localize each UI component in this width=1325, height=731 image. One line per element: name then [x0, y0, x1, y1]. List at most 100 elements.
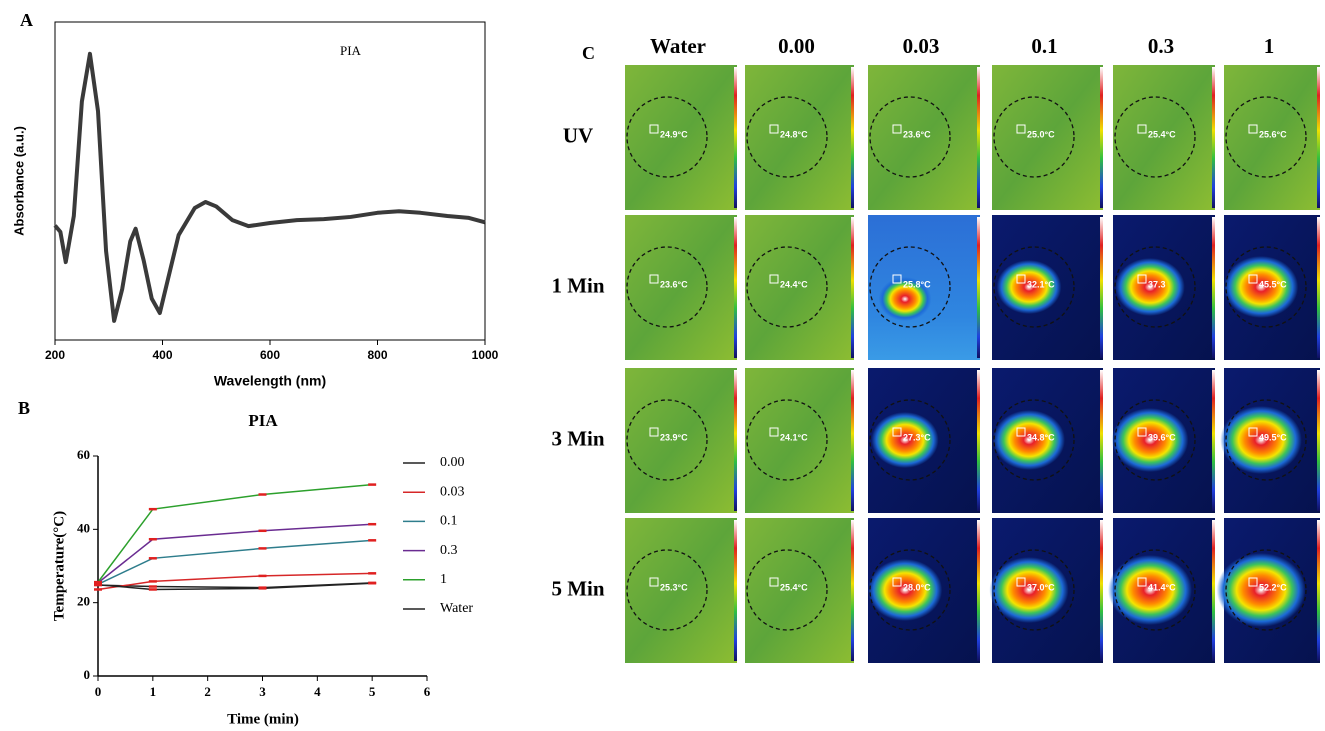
color-scale [977, 67, 980, 208]
row-header: 1 Min [551, 273, 604, 297]
color-scale [851, 370, 854, 511]
thermal-image: 37.3 [1113, 215, 1215, 360]
temperature-reading: 25.3°C [660, 582, 688, 592]
thermal-grid: Water 0.00 0.03 0.1 0.3 1 UV 1 Min 3 Min 5 Min 24.… [551, 34, 1320, 663]
crosshair [649, 274, 659, 284]
temperature-reading: 25.8°C [903, 279, 931, 289]
thermal-image: 23.6°C [868, 65, 980, 210]
measure-circle [626, 549, 708, 631]
color-scale [851, 67, 854, 208]
temperature-reading: 23.6°C [903, 129, 931, 139]
image-background [625, 518, 737, 663]
crosshair [1248, 274, 1258, 284]
x-tick-label: 400 [152, 348, 172, 362]
measure-circle [626, 399, 708, 481]
column-header: Water [650, 34, 706, 58]
hot-spot [1115, 258, 1185, 316]
x-tick-label: 1 [150, 684, 157, 699]
thermal-image: 32.1°C [992, 215, 1103, 360]
legend-label: Water [440, 601, 473, 616]
measure-circle [993, 246, 1075, 328]
thermal-image: 39.6°C [1111, 368, 1215, 513]
color-scale [1212, 520, 1215, 661]
hot-spot [993, 410, 1065, 470]
x-tick-label: 0 [95, 684, 102, 699]
crosshair [892, 577, 902, 587]
temperature-reading: 25.4°C [1148, 129, 1176, 139]
crosshair [769, 274, 779, 284]
measure-circle [746, 96, 828, 178]
panel-label: B [18, 398, 30, 418]
thermal-image: 25.8°C [868, 215, 980, 360]
hot-spot [1108, 555, 1192, 625]
measure-circle [626, 246, 708, 328]
image-background [625, 368, 737, 513]
temperature-reading: 45.5°C [1259, 279, 1287, 289]
color-scale [977, 520, 980, 661]
legend-label: 0.1 [440, 514, 458, 529]
thermal-image: 24.8°C [745, 65, 854, 210]
measure-circle [993, 399, 1075, 481]
thermal-image: 45.5°C [1223, 215, 1320, 360]
temperature-reading: 25.6°C [1259, 129, 1287, 139]
color-scale [1100, 217, 1103, 358]
legend-box [230, 32, 470, 77]
series-line [97, 582, 373, 591]
thermal-image: 25.4°C [1113, 65, 1215, 210]
crosshair [649, 124, 659, 134]
color-scale [734, 370, 737, 511]
color-scale [1212, 370, 1215, 511]
temperature-reading: 37.0°C [1027, 582, 1055, 592]
spectrum-line [53, 51, 486, 323]
temperature-reading: 41.4°C [1148, 582, 1176, 592]
x-tick-label: 6 [424, 684, 431, 699]
temperature-reading: 52.2°C [1259, 582, 1287, 592]
measure-circle [1114, 549, 1196, 631]
color-scale [734, 217, 737, 358]
thermal-image: 41.4°C [1108, 518, 1215, 663]
hot-spot [1223, 256, 1299, 318]
image-background [868, 65, 980, 210]
color-scale [1212, 67, 1215, 208]
x-axis-label: Wavelength (nm) [214, 373, 326, 389]
measure-circle [993, 96, 1075, 178]
x-tick-label: 200 [45, 348, 65, 362]
x-tick-label: 3 [259, 684, 266, 699]
crosshair [1248, 124, 1258, 134]
crosshair [892, 124, 902, 134]
hot-spot [989, 557, 1069, 623]
measure-circle [993, 549, 1075, 631]
y-axis-label: Absorbance (a.u.) [11, 126, 26, 236]
image-background [745, 518, 854, 663]
color-scale [1317, 520, 1320, 661]
temperature-reading: 27.3°C [903, 432, 931, 442]
temperature-reading: 24.4°C [780, 279, 808, 289]
measure-circle [1225, 549, 1307, 631]
crosshair [769, 577, 779, 587]
hot-spot [996, 260, 1062, 314]
row-header: UV [563, 123, 593, 147]
measure-circle [869, 96, 951, 178]
measure-circle [1225, 246, 1307, 328]
thermal-image: 23.6°C [625, 215, 737, 360]
x-tick-label: 5 [369, 684, 376, 699]
temperature-reading: 24.1°C [780, 432, 808, 442]
row-header: 5 Min [551, 576, 604, 600]
color-scale [1212, 217, 1215, 358]
color-scale [1317, 370, 1320, 511]
absorbance-chart: 200 400 600 800 1000 Wavelength (nm) Absorbanc… [11, 21, 499, 389]
crosshair [1137, 124, 1147, 134]
thermal-image: 25.0°C [992, 65, 1103, 210]
thermal-image: 27.3°C [868, 368, 980, 513]
temperature-reading: 37.3 [1148, 279, 1166, 289]
color-scale [977, 370, 980, 511]
hot-spot [867, 559, 943, 621]
thermal-image: 24.9°C [625, 65, 737, 210]
color-scale [851, 217, 854, 358]
image-background [625, 215, 737, 360]
thermal-image: 25.4°C [745, 518, 854, 663]
legend-label: 0.03 [440, 484, 465, 499]
crosshair [1137, 274, 1147, 284]
temperature-reading: 28.0°C [903, 582, 931, 592]
measure-circle [626, 96, 708, 178]
